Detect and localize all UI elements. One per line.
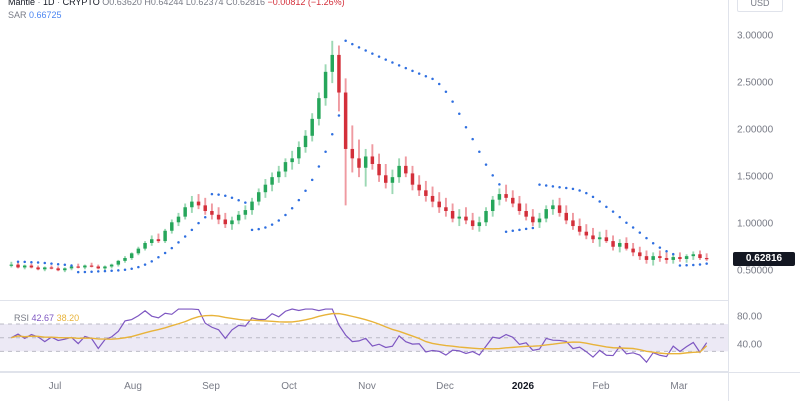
legend-sep-2: · xyxy=(57,0,61,7)
time-axis-tick: Aug xyxy=(124,381,142,392)
price-axis-unit[interactable]: USD xyxy=(737,0,783,12)
rsi-axis-tick: 80.00 xyxy=(737,311,763,323)
legend-sep-1: · xyxy=(37,0,41,7)
rsi-pane[interactable] xyxy=(0,301,728,371)
time-axis-tick: Dec xyxy=(436,381,454,392)
legend-change: −0.00812 (−1.26%) xyxy=(267,0,345,7)
pane-divider-bottom xyxy=(0,371,728,372)
price-pane[interactable] xyxy=(0,0,728,300)
legend-open: O0.63620 xyxy=(102,0,142,7)
time-axis-tick: Oct xyxy=(281,381,297,392)
time-axis-tick: 2026 xyxy=(511,381,535,392)
time-axis-tick: Mar xyxy=(670,381,688,392)
legend-interval[interactable]: 1D xyxy=(43,0,55,7)
sar-label: SAR xyxy=(8,10,27,20)
rsi-label: RSI xyxy=(14,313,30,323)
rsi-axis[interactable]: 80.00 40.00 xyxy=(728,300,800,372)
legend-low: L0.62374 xyxy=(185,0,224,7)
chart-legend-sar[interactable]: SAR 0.66725 xyxy=(8,10,62,21)
price-axis-tick: 1.50000 xyxy=(737,171,774,183)
current-price-badge: 0.62816 xyxy=(733,252,795,267)
sar-value: 0.66725 xyxy=(29,10,62,20)
rsi-ma-value: 38.20 xyxy=(56,313,80,323)
rsi-axis-tick: 40.00 xyxy=(737,339,763,351)
legend-symbol[interactable]: Mantle xyxy=(8,0,36,7)
time-axis-tick: Sep xyxy=(202,381,220,392)
price-axis-tick: 0.50000 xyxy=(737,265,774,277)
time-axis-tick: Jul xyxy=(48,381,62,392)
legend-exchange: CRYPTO xyxy=(62,0,100,7)
pane-divider xyxy=(0,300,728,301)
rsi-value: 42.67 xyxy=(31,313,55,323)
price-axis-tick: 1.00000 xyxy=(737,218,774,230)
legend-high: H0.64244 xyxy=(144,0,184,7)
legend-close: C0.62816 xyxy=(225,0,266,7)
price-axis-tick: 2.50000 xyxy=(737,77,774,89)
time-axis[interactable]: Jul Aug Sep Oct Nov Dec 2026 Feb Mar xyxy=(0,372,800,401)
chart-legend-main: Mantle · 1D · CRYPTO O0.63620 H0.64244 L… xyxy=(8,0,345,8)
time-axis-tick: Feb xyxy=(592,381,610,392)
price-axis-tick: 2.00000 xyxy=(737,124,774,136)
price-axis-tick: 3.00000 xyxy=(737,30,774,42)
time-axis-tick: Nov xyxy=(358,381,376,392)
chart-legend-rsi[interactable]: RSI 42.67 38.20 xyxy=(14,313,79,324)
time-axis-divider xyxy=(728,373,729,401)
